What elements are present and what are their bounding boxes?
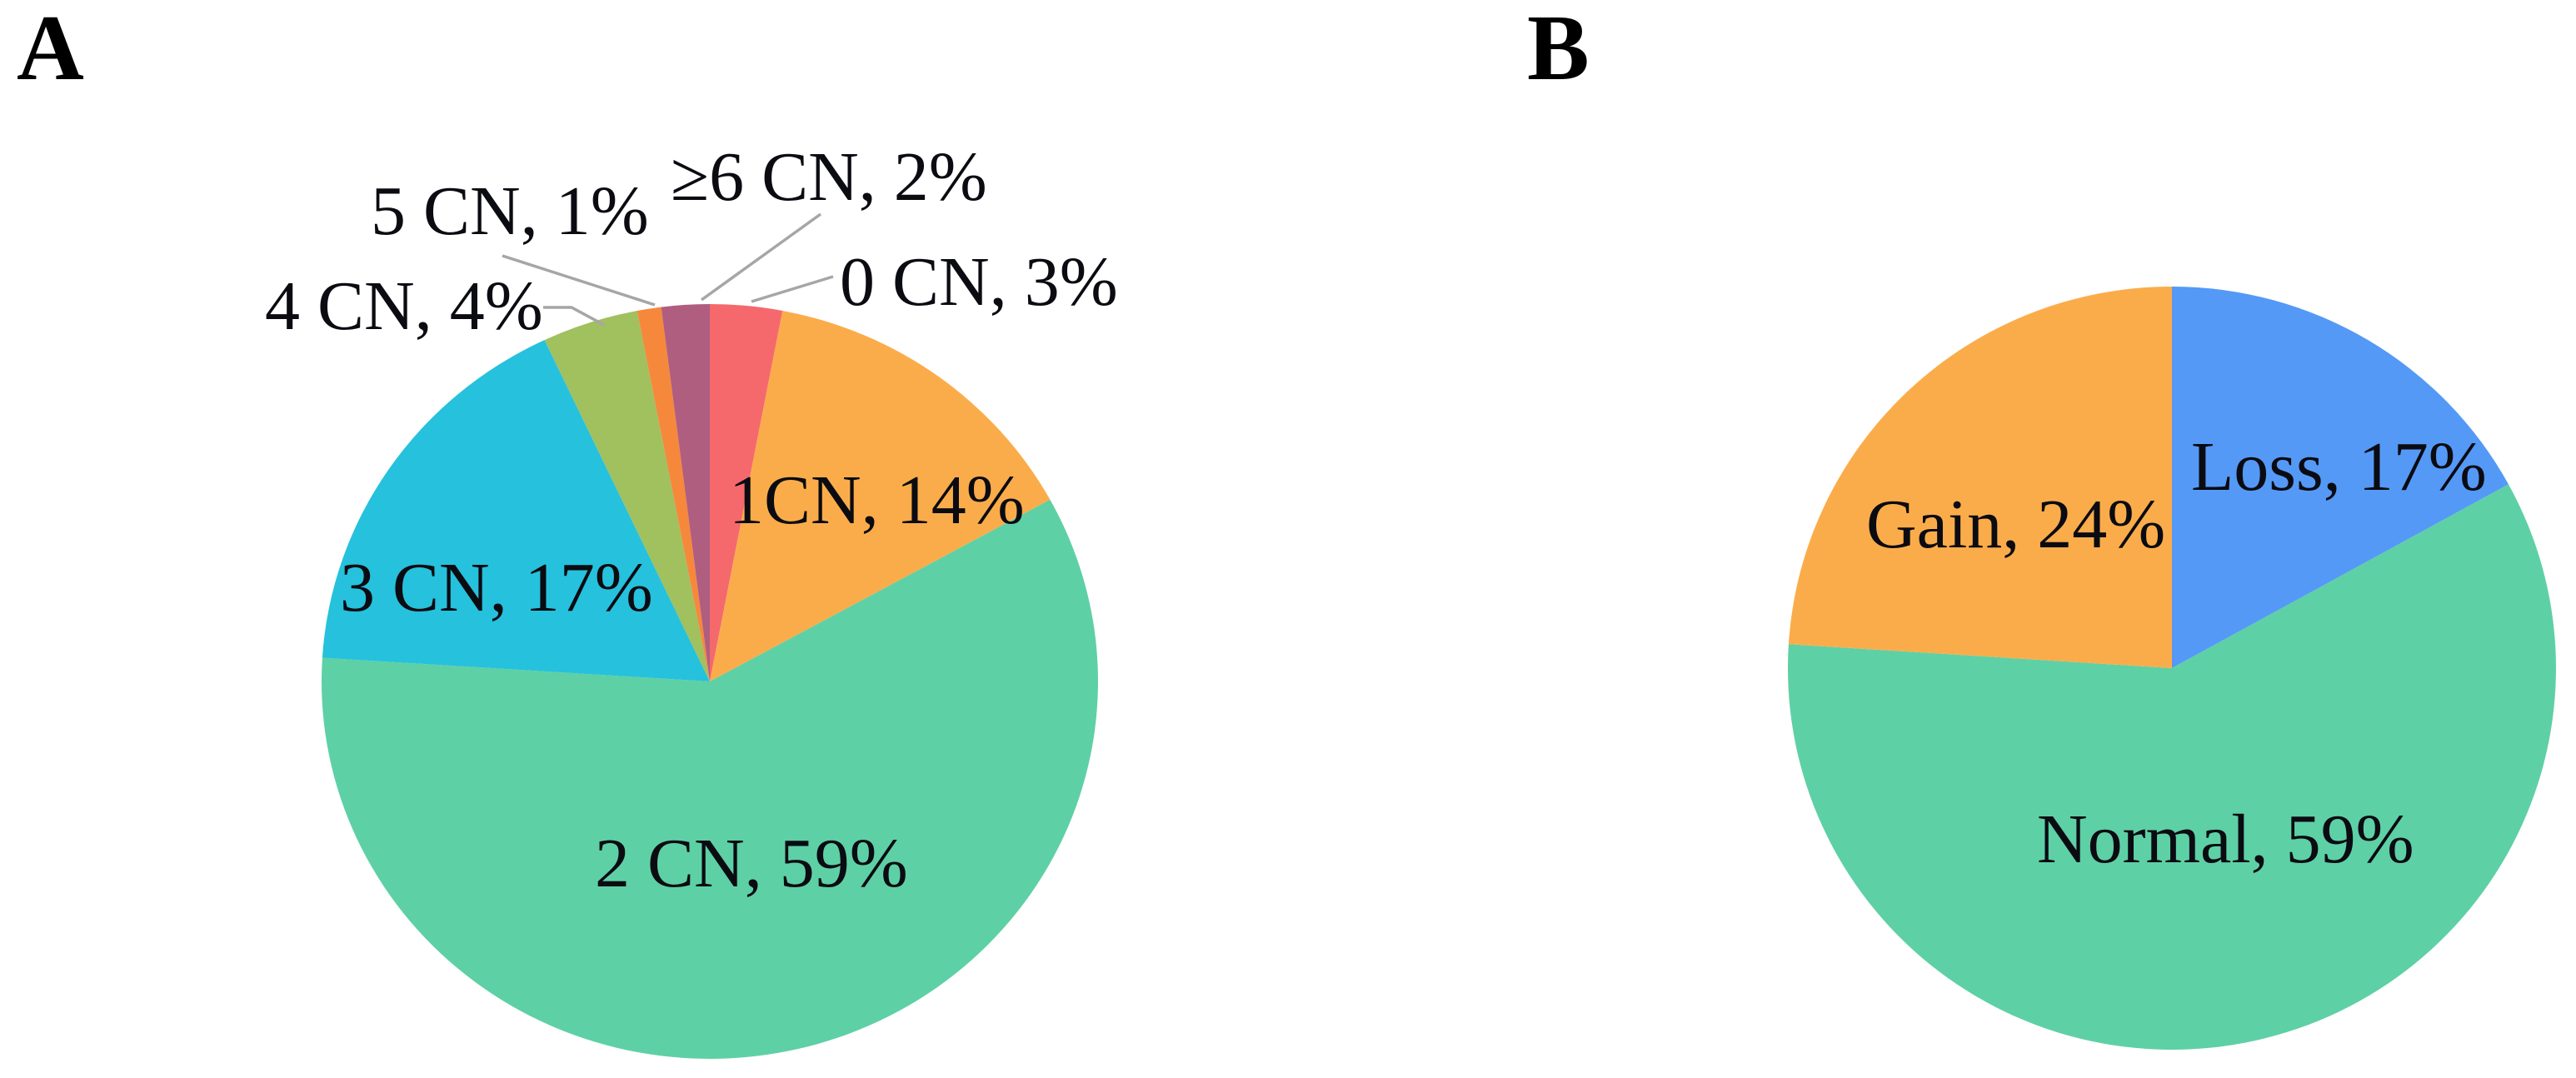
pie-slice-1-cn [710,311,1051,681]
pie-chart-a [321,304,1098,1059]
slice-label-3cn: 3 CN, 17% [340,549,653,626]
slice-label-4cn: 4 CN, 4% [265,267,543,345]
slice-label-1cn: 1CN, 14% [729,462,1025,539]
slice-label-2cn: 2 CN, 59% [595,825,908,902]
slice-label-loss: Loss, 17% [2191,428,2487,506]
pie-slice-loss [2172,287,2509,668]
pie-slice-normal [1787,484,2556,1050]
slice-label-gain: Gain, 24% [1866,486,2166,563]
leader-line-4cn [543,306,605,327]
panel-label-b: B [1527,0,1590,100]
slice-label-normal: Normal, 59% [2037,801,2414,878]
slice-label-ge6cn: ≥6 CN, 2% [671,138,987,216]
pie-slice-3-cn [322,340,710,681]
pie-slice-6-cn [661,304,710,681]
pie-slice-gain [1788,287,2172,668]
leader-lines-a [502,212,834,327]
slice-label-0cn: 0 CN, 3% [840,243,1118,321]
leader-line-0cn [751,275,834,303]
leader-line-5cn [502,254,656,307]
pie-slice-2-cn [321,499,1098,1059]
pie-chart-b [1787,287,2556,1050]
pie-slice-0-cn [710,304,783,681]
slice-label-5cn: 5 CN, 1% [371,172,649,250]
pie-slice-4-cn [544,311,710,681]
pie-slice-5-cn [637,307,710,681]
panel-label-a: A [17,0,84,100]
leader-line-ge6cn [700,212,822,302]
